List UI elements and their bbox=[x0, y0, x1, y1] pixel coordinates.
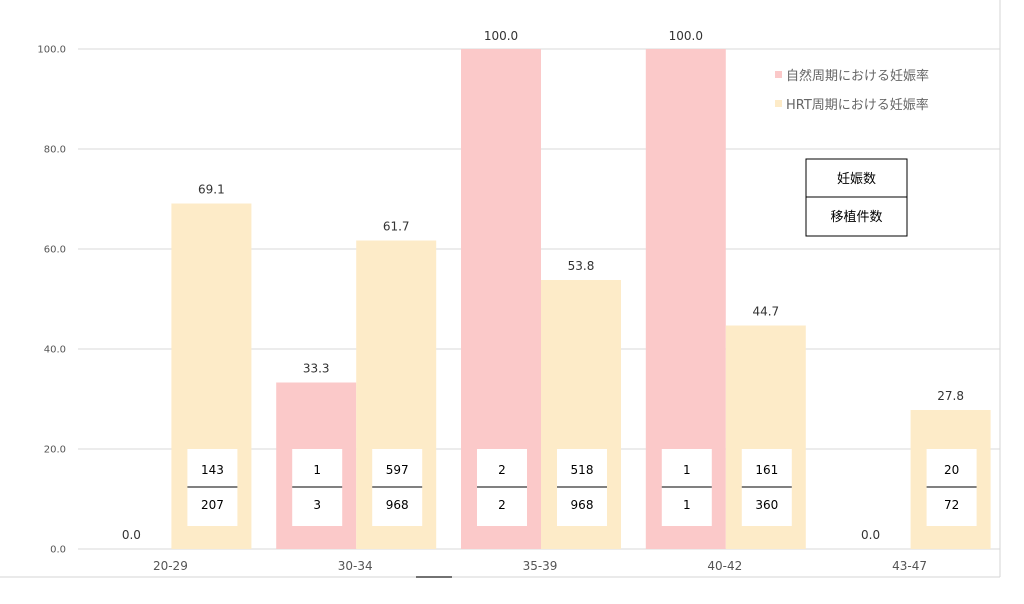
category-label-35-39: 35-39 bbox=[523, 559, 558, 573]
fraction-numerator-s2-43-47: 20 bbox=[944, 463, 959, 477]
fraction-denominator-s2-35-39: 968 bbox=[571, 498, 594, 512]
value-label-s1-35-39: 100.0 bbox=[484, 29, 518, 43]
fraction-numerator-s2-20-29: 143 bbox=[201, 463, 224, 477]
y-tick-label-3: 60.0 bbox=[44, 245, 66, 256]
y-tick-label-1: 20.0 bbox=[44, 445, 66, 456]
value-label-s2-35-39: 53.8 bbox=[568, 259, 595, 273]
legend-swatch-s1 bbox=[775, 71, 782, 78]
fraction-numerator-s2-35-39: 518 bbox=[571, 463, 594, 477]
key-denominator-label: 移植件数 bbox=[830, 210, 882, 225]
value-label-s1-40-42: 100.0 bbox=[669, 29, 703, 43]
fraction-denominator-s2-20-29: 207 bbox=[201, 498, 224, 512]
fraction-numerator-s2-40-42: 161 bbox=[755, 463, 778, 477]
y-tick-label-2: 40.0 bbox=[44, 345, 66, 356]
legend-label-s2: HRT周期における妊娠率 bbox=[786, 97, 929, 113]
category-label-43-47: 43-47 bbox=[892, 559, 927, 573]
value-label-s2-40-42: 44.7 bbox=[752, 305, 779, 319]
value-label-s1-30-34: 33.3 bbox=[303, 362, 330, 376]
fraction-numerator-s1-40-42: 1 bbox=[683, 463, 691, 477]
value-label-s2-43-47: 27.8 bbox=[937, 389, 964, 403]
legend-label-s1: 自然周期における妊娠率 bbox=[786, 68, 929, 84]
fraction-denominator-s2-43-47: 72 bbox=[944, 498, 959, 512]
fraction-denominator-s2-30-34: 968 bbox=[386, 498, 409, 512]
legend-swatch-s2 bbox=[775, 100, 782, 107]
fraction-numerator-s1-30-34: 1 bbox=[313, 463, 321, 477]
category-label-30-34: 30-34 bbox=[338, 559, 373, 573]
category-label-20-29: 20-29 bbox=[153, 559, 188, 573]
y-tick-label-5: 100.0 bbox=[37, 45, 66, 56]
fraction-numerator-s1-35-39: 2 bbox=[498, 463, 506, 477]
fraction-denominator-s1-40-42: 1 bbox=[683, 498, 691, 512]
fraction-denominator-s1-35-39: 2 bbox=[498, 498, 506, 512]
y-tick-label-0: 0.0 bbox=[50, 545, 66, 556]
key-numerator-label: 妊娠数 bbox=[837, 172, 876, 187]
value-label-s2-20-29: 69.1 bbox=[198, 183, 225, 197]
fraction-denominator-s2-40-42: 360 bbox=[755, 498, 778, 512]
fraction-denominator-s1-30-34: 3 bbox=[313, 498, 321, 512]
value-label-s1-20-29: 0.0 bbox=[122, 528, 141, 542]
y-tick-label-4: 80.0 bbox=[44, 145, 66, 156]
fraction-numerator-s2-30-34: 597 bbox=[386, 463, 409, 477]
category-label-40-42: 40-42 bbox=[707, 559, 742, 573]
value-label-s1-43-47: 0.0 bbox=[861, 528, 880, 542]
value-label-s2-30-34: 61.7 bbox=[383, 220, 410, 234]
